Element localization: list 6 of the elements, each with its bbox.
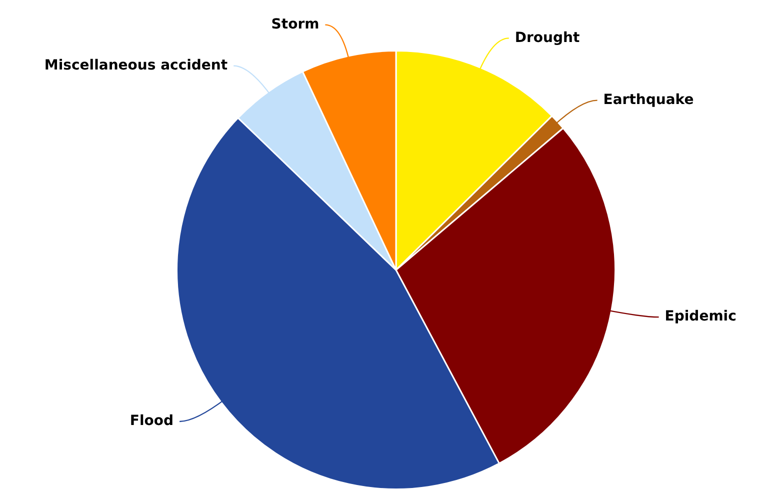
slice-label: Miscellaneous accident — [44, 57, 228, 74]
slice-label: Drought — [514, 30, 580, 46]
slice-label: Earthquake — [603, 92, 694, 108]
slice-label: Flood — [130, 413, 174, 430]
slice-label: Storm — [271, 16, 320, 32]
slice-label: Epidemic — [664, 308, 736, 325]
